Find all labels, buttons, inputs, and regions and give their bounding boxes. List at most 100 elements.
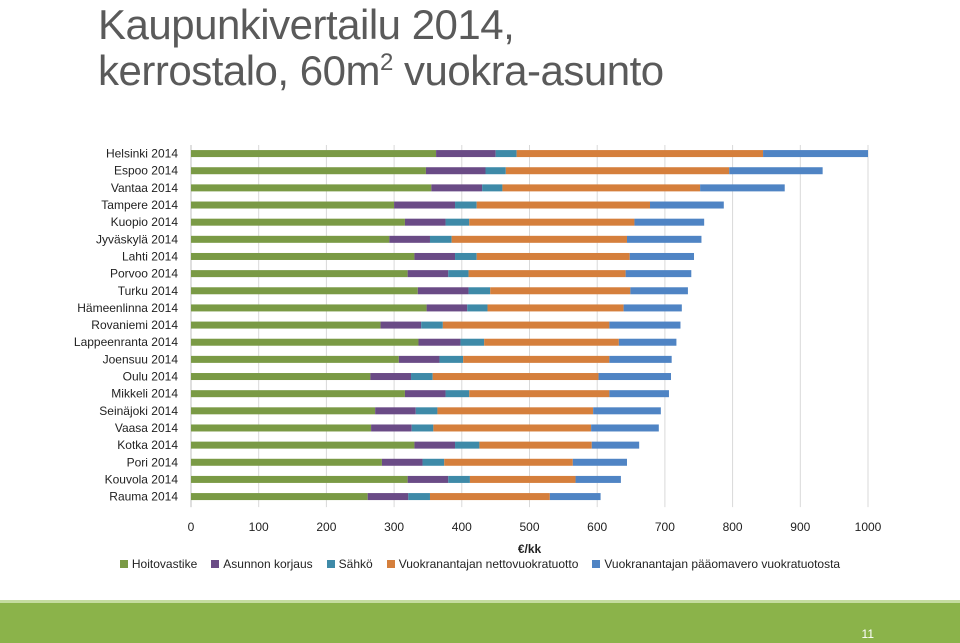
bar-segment — [439, 355, 464, 363]
bar-segment — [380, 321, 422, 329]
slide-title: Kaupunkivertailu 2014, kerrostalo, 60m2 … — [98, 2, 664, 94]
category-label: Hämeenlinna 2014 — [77, 301, 178, 315]
bar-segment — [191, 287, 418, 295]
bar-segment — [414, 441, 456, 449]
bar-segment — [381, 458, 423, 466]
bar-segment — [191, 270, 408, 278]
bar-segment — [414, 252, 456, 260]
legend-label: Asunnon korjaus — [223, 557, 313, 571]
category-label: Lappeenranta 2014 — [74, 335, 178, 349]
legend-item: Hoitovastike — [119, 557, 198, 571]
x-tick-label: 800 — [723, 520, 743, 534]
bar-segment — [191, 150, 437, 158]
bar-segment — [437, 407, 594, 415]
bar-segment — [479, 441, 592, 449]
bar-segment — [191, 201, 395, 209]
bar-segment — [389, 235, 430, 243]
legend-label: Vuokranantajan pääomavero vuokratuotosta — [604, 557, 841, 571]
bar-segment — [476, 201, 651, 209]
bar-segment — [650, 201, 724, 209]
title-line-2: kerrostalo, 60m2 vuokra-asunto — [98, 47, 664, 94]
x-tick-label: 700 — [655, 520, 675, 534]
bar-segment — [411, 424, 434, 432]
bar-segment — [618, 338, 677, 346]
bar-segment — [425, 167, 486, 175]
category-label: Espoo 2014 — [114, 164, 178, 178]
bar-segment — [445, 390, 470, 398]
category-label: Mikkeli 2014 — [111, 387, 178, 401]
bar-segment — [629, 252, 695, 260]
bar-segment — [485, 167, 506, 175]
bar-segment — [421, 321, 443, 329]
bar-segment — [630, 287, 688, 295]
bar-segment — [482, 184, 503, 192]
bar-segment — [191, 475, 408, 483]
legend-item: Asunnon korjaus — [211, 557, 313, 571]
stacked-bar-chart: 0 100 200 300 400 500 600 700 800 900 1000 Helsinki… — [74, 145, 882, 556]
category-label: Tampere 2014 — [101, 198, 178, 212]
bar-segment — [429, 235, 452, 243]
bar-segment — [634, 218, 705, 226]
bar-segment — [433, 424, 592, 432]
bar-segment — [572, 458, 627, 466]
legend-label: Hoitovastike — [131, 557, 198, 571]
bar-segment — [469, 218, 635, 226]
x-tick-label: 0 — [188, 520, 195, 534]
bar-segment — [463, 355, 610, 363]
bar-segment — [191, 424, 372, 432]
category-label: Porvoo 2014 — [110, 267, 178, 281]
category-label: Kuopio 2014 — [111, 215, 179, 229]
bar-segment — [191, 458, 382, 466]
legend-item: Sähkö — [326, 557, 373, 571]
category-label: Rovaniemi 2014 — [91, 318, 178, 332]
title-line-2-suffix: vuokra-asunto — [392, 47, 664, 94]
bar-segment — [598, 373, 671, 381]
x-tick-label: 600 — [587, 520, 607, 534]
x-tick-label: 200 — [316, 520, 336, 534]
bar-segment — [455, 201, 477, 209]
category-label: Lahti 2014 — [122, 249, 178, 263]
bar-segment — [623, 304, 682, 312]
bar-segment — [445, 218, 470, 226]
bar-segment — [609, 321, 681, 329]
category-label: Kouvola 2014 — [105, 472, 179, 486]
x-tick-label: 900 — [790, 520, 810, 534]
category-label: Helsinki 2014 — [106, 147, 178, 161]
bar-segment — [448, 475, 470, 483]
bar-segment — [191, 167, 426, 175]
legend-swatch — [326, 560, 335, 568]
bar-segment — [700, 184, 785, 192]
x-tick-label: 400 — [452, 520, 472, 534]
bar-segment — [516, 150, 764, 158]
bar-segment — [422, 458, 445, 466]
bar-segment — [436, 150, 496, 158]
bar-segment — [448, 270, 469, 278]
bar-segment — [417, 287, 469, 295]
title-line-1: Kaupunkivertailu 2014, — [98, 1, 515, 48]
category-label: Oulu 2014 — [123, 370, 179, 384]
x-tick-label: 500 — [519, 520, 539, 534]
title-line-2-text: kerrostalo, 60m — [98, 47, 380, 94]
bar-segment — [375, 407, 416, 415]
bar-segment — [609, 355, 672, 363]
bar-segment — [191, 184, 432, 192]
x-axis-title: €/kk — [518, 542, 542, 556]
legend-swatch — [592, 560, 601, 568]
bar-segment — [431, 184, 483, 192]
bar-segment — [763, 150, 868, 158]
legend-label: Sähkö — [338, 557, 373, 571]
category-label: Joensuu 2014 — [103, 352, 179, 366]
slide-footer: 11 — [0, 603, 960, 643]
bar-segment — [495, 150, 517, 158]
bar-segment — [191, 407, 376, 415]
bar-segment — [444, 458, 573, 466]
legend-item: Vuokranantajan nettovuokratuotto — [386, 557, 578, 571]
category-label: Turku 2014 — [118, 284, 179, 298]
bar-segment — [191, 252, 415, 260]
footer-divider — [0, 600, 960, 603]
bar-segment — [394, 201, 456, 209]
bar-segment — [191, 235, 390, 243]
category-label: Kotka 2014 — [117, 438, 178, 452]
bar-segment — [484, 338, 619, 346]
bar-segment — [432, 373, 599, 381]
